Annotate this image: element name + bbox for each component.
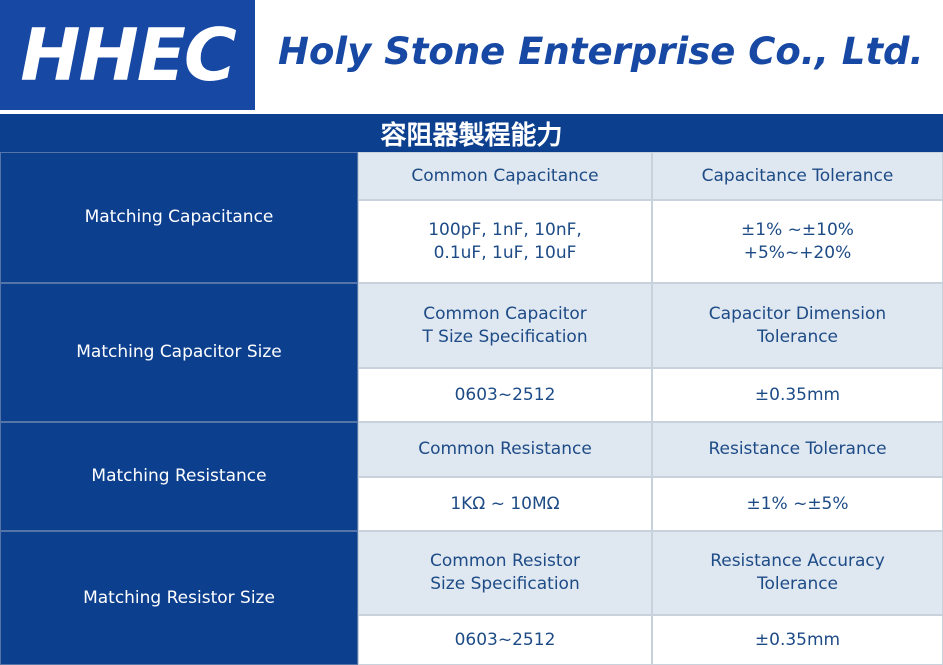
row-label: Matching Resistor Size	[0, 531, 358, 665]
row-label: Matching Capacitance	[0, 152, 358, 283]
cell-value: ±1% ~±5%	[652, 477, 943, 531]
company-name: Holy Stone Enterprise Co., Ltd.	[278, 30, 924, 73]
column-header: Common Resistance	[358, 422, 652, 477]
title-bar: 容阻器製程能力	[0, 114, 943, 152]
cell-value: 1KΩ ~ 10MΩ	[358, 477, 652, 531]
column-header: Resistance Tolerance	[652, 422, 943, 477]
cell-value: 0603~2512	[358, 615, 652, 665]
column-header: Resistance Accuracy Tolerance	[652, 531, 943, 615]
column-header: Capacitor Dimension Tolerance	[652, 283, 943, 368]
column-header: Capacitance Tolerance	[652, 152, 943, 200]
cell-value: ±0.35mm	[652, 615, 943, 665]
row-label: Matching Capacitor Size	[0, 283, 358, 422]
cell-value: ±1% ~±10% +5%~+20%	[652, 200, 943, 283]
column-header: Common Capacitor T Size Specification	[358, 283, 652, 368]
column-header: Common Capacitance	[358, 152, 652, 200]
cell-value: 100pF, 1nF, 10nF, 0.1uF, 1uF, 10uF	[358, 200, 652, 283]
logo: HHEC	[0, 0, 255, 110]
column-header: Common Resistor Size Specification	[358, 531, 652, 615]
cell-value: 0603~2512	[358, 368, 652, 422]
row-label: Matching Resistance	[0, 422, 358, 531]
cell-value: ±0.35mm	[652, 368, 943, 422]
